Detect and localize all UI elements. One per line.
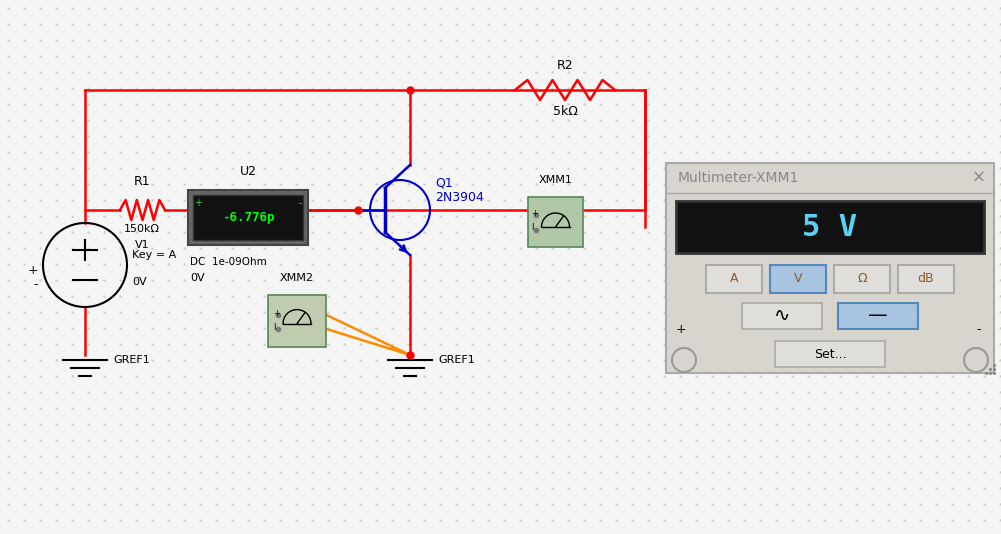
Text: Ω: Ω (857, 272, 867, 286)
Text: -6.776p: -6.776p (222, 211, 274, 224)
Text: 5 V: 5 V (803, 213, 858, 241)
Text: +: + (194, 198, 202, 208)
Text: V: V (794, 272, 802, 286)
Text: +: + (27, 263, 38, 277)
FancyBboxPatch shape (838, 303, 918, 329)
FancyBboxPatch shape (775, 341, 885, 367)
FancyBboxPatch shape (898, 265, 954, 293)
Text: R2: R2 (557, 59, 574, 72)
FancyBboxPatch shape (834, 265, 890, 293)
FancyBboxPatch shape (676, 201, 984, 253)
Text: GREF1: GREF1 (113, 355, 150, 365)
Text: +: + (531, 208, 538, 217)
Text: XMM2: XMM2 (280, 273, 314, 283)
Text: +: + (676, 323, 687, 336)
Text: 0V: 0V (190, 273, 204, 283)
Text: ∿: ∿ (774, 307, 790, 326)
Text: A: A (730, 272, 739, 286)
Text: V1: V1 (135, 240, 149, 250)
Text: Key = A: Key = A (132, 250, 176, 260)
Text: 5kΩ: 5kΩ (553, 105, 578, 118)
Text: dB: dB (918, 272, 934, 286)
Text: -: - (33, 279, 38, 292)
Text: -: - (298, 198, 302, 208)
Text: -: - (977, 323, 981, 336)
FancyBboxPatch shape (193, 195, 303, 240)
Text: 0V: 0V (132, 277, 146, 287)
Text: DC  1e-09Ohm: DC 1e-09Ohm (190, 257, 266, 267)
FancyBboxPatch shape (666, 163, 994, 373)
Text: XMM1: XMM1 (539, 175, 573, 185)
Text: U2: U2 (239, 165, 256, 178)
Text: —: — (868, 307, 888, 326)
Text: Set...: Set... (814, 348, 846, 360)
Text: I: I (531, 224, 534, 232)
Text: +: + (273, 309, 280, 318)
FancyBboxPatch shape (742, 303, 822, 329)
Text: ×: × (972, 169, 986, 187)
FancyBboxPatch shape (528, 197, 583, 247)
FancyBboxPatch shape (268, 295, 326, 347)
Text: GREF1: GREF1 (438, 355, 474, 365)
Text: R1: R1 (134, 175, 150, 188)
Text: I: I (273, 323, 275, 332)
Text: 150kΩ: 150kΩ (124, 224, 160, 234)
Text: Q1
2N3904: Q1 2N3904 (435, 176, 483, 204)
FancyBboxPatch shape (770, 265, 826, 293)
FancyBboxPatch shape (706, 265, 762, 293)
FancyBboxPatch shape (188, 190, 308, 245)
Text: Multimeter-XMM1: Multimeter-XMM1 (678, 171, 800, 185)
